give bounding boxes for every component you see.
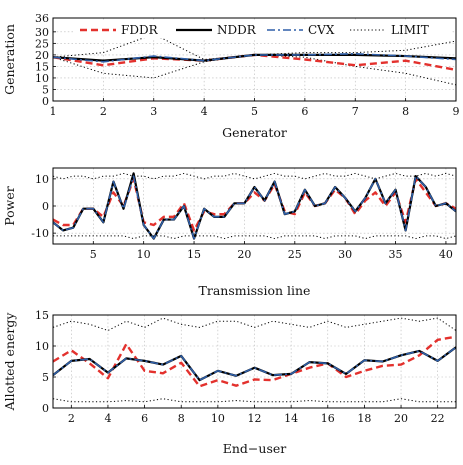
- x-tick-label: 4: [201, 105, 208, 118]
- x-tick-label: 20: [237, 248, 251, 261]
- x-tick-label: 9: [453, 105, 460, 118]
- legend-label-nddr: NDDR: [217, 23, 257, 37]
- x-tick-label: 30: [338, 248, 352, 261]
- x-tick-label: 8: [402, 105, 409, 118]
- y-tick-label: 10: [35, 72, 49, 85]
- x-axis-label: Transmission line: [199, 283, 311, 298]
- y-tick-label: -10: [31, 227, 49, 240]
- y-tick-label: 0: [42, 95, 49, 108]
- series-line-limit: [53, 172, 456, 180]
- x-tick-label: 1: [50, 105, 57, 118]
- series-line-limit: [53, 54, 456, 86]
- y-tick-label: 10: [35, 340, 49, 353]
- y-axis-label: Allotted energy: [2, 312, 17, 412]
- series-line-limit: [53, 33, 456, 60]
- x-axis-label: Generator: [222, 125, 287, 140]
- x-tick-label: 8: [178, 412, 185, 425]
- y-axis-label: Generation: [2, 24, 17, 95]
- y-tick-label: 15: [35, 309, 49, 322]
- series-line-cvx: [53, 52, 456, 63]
- y-tick-label: 5: [42, 83, 49, 96]
- series-line-cvx: [53, 175, 456, 240]
- x-tick-label: 5: [251, 105, 258, 118]
- y-tick-label: 15: [35, 60, 49, 73]
- x-tick-label: 6: [301, 105, 308, 118]
- x-tick-label: 3: [150, 105, 157, 118]
- panel-energy: 2 4 6 8 10 12 14 16 18 20 22 0 5 10 15 End−user Allotted…: [2, 309, 457, 456]
- x-tick-label: 16: [321, 412, 335, 425]
- legend-label-cvx: CVX: [308, 23, 335, 37]
- x-tick-label: 2: [68, 412, 75, 425]
- x-tick-label: 2: [100, 105, 107, 118]
- x-tick-label: 35: [389, 248, 403, 261]
- series-line-limit: [53, 317, 456, 331]
- y-tick-label: 0: [42, 402, 49, 415]
- legend-label-limit: LIMIT: [391, 23, 429, 37]
- series-line-limit: [53, 398, 456, 403]
- x-tick-label: 20: [394, 412, 408, 425]
- x-tick-label: 40: [439, 248, 453, 261]
- x-tick-label: 10: [137, 248, 151, 261]
- series-line-limit: [53, 235, 456, 240]
- x-tick-label: 7: [352, 105, 359, 118]
- x-tick-label: 14: [284, 412, 298, 425]
- y-axis-label: Power: [2, 186, 17, 226]
- y-tick-label: 10: [35, 173, 49, 186]
- x-tick-label: 25: [288, 248, 302, 261]
- x-tick-label: 15: [187, 248, 201, 261]
- y-tick-label: 20: [35, 49, 49, 62]
- x-tick-label: 4: [104, 412, 111, 425]
- x-tick-label: 5: [90, 248, 97, 261]
- y-tick-label: 30: [35, 26, 49, 39]
- x-tick-label: 12: [248, 412, 262, 425]
- x-axis-label: End−user: [223, 441, 287, 456]
- legend: FDDR NDDR CVX LIMIT: [74, 20, 452, 38]
- x-tick-label: 6: [141, 412, 148, 425]
- panel-power: 5 10 15 20 25 30 35 40 -10 0 10 Transmission line Po…: [2, 167, 457, 298]
- y-tick-label: 36: [35, 12, 49, 25]
- y-tick-label: 25: [35, 37, 49, 50]
- x-tick-label: 22: [431, 412, 445, 425]
- y-tick-label: 5: [42, 371, 49, 384]
- series-line-fddr: [53, 53, 456, 72]
- y-tick-label: 0: [42, 200, 49, 213]
- x-tick-label: 18: [357, 412, 371, 425]
- legend-label-fddr: FDDR: [121, 23, 159, 37]
- x-tick-label: 10: [211, 412, 225, 425]
- series-line-nddr: [53, 346, 456, 382]
- series-line-fddr: [53, 335, 456, 388]
